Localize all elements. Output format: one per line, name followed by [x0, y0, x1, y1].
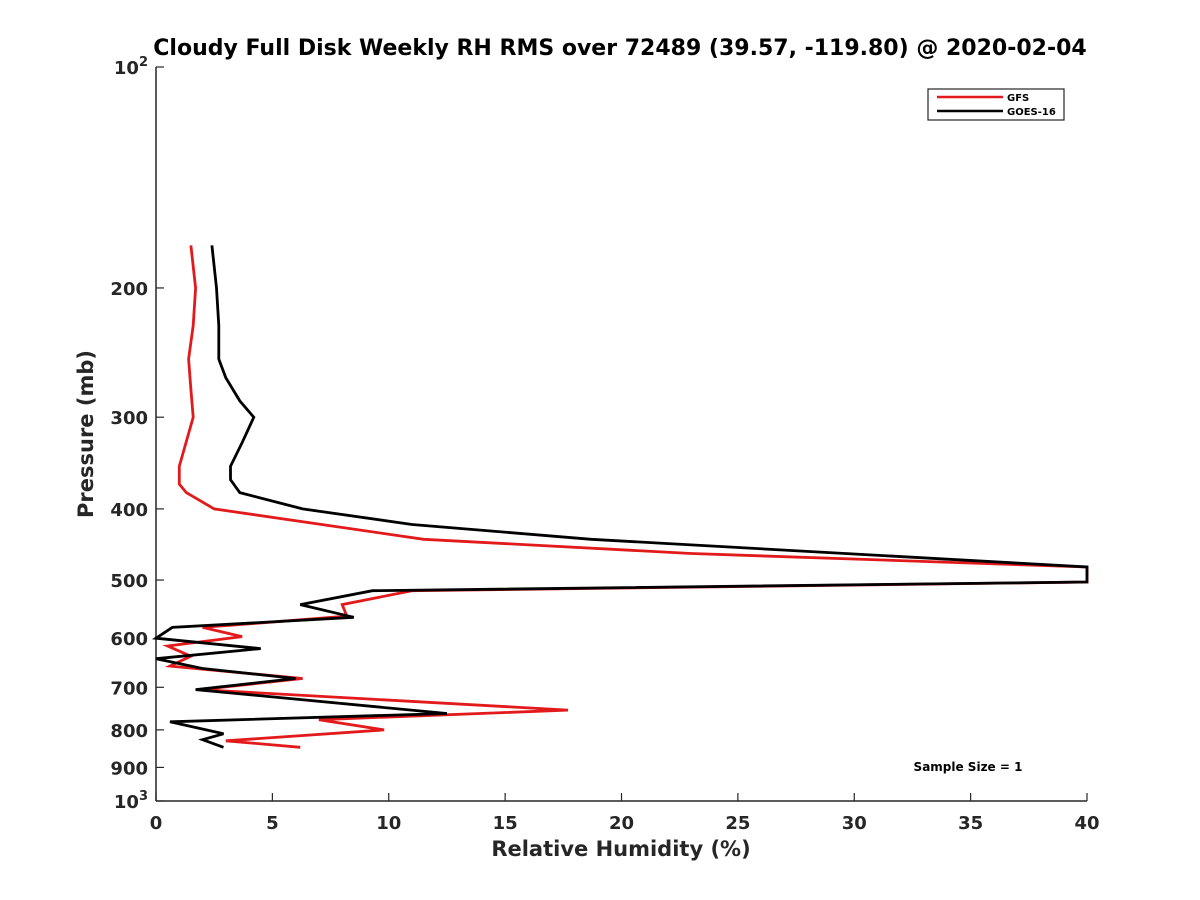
y-tick-label: 102 [114, 55, 148, 79]
x-tick-label: 0 [150, 813, 163, 834]
legend-box [927, 88, 1065, 121]
x-tick-label: 15 [493, 813, 518, 834]
y-tick-exponent: 3 [139, 789, 148, 804]
y-tick-exponent: 2 [139, 55, 148, 70]
series-line-gfs [162, 245, 1089, 749]
x-tick-label: 10 [376, 813, 401, 834]
y-tick-base: 10 [114, 58, 139, 79]
sample-size-annotation: Sample Size = 1 [914, 760, 1023, 774]
x-ticks: 0 5 10 15 20 25 30 35 40 [150, 793, 1100, 834]
y-tick-label: 200 [110, 279, 148, 300]
x-tick-label: 40 [1074, 813, 1099, 834]
y-tick-label: 103 [114, 789, 148, 813]
y-tick-label: 300 [110, 408, 148, 429]
y-axis-label: Pressure (mb) [74, 350, 98, 518]
series-layer [151, 245, 1089, 749]
x-tick-label: 20 [609, 813, 634, 834]
x-tick-label: 30 [842, 813, 867, 834]
y-tick-label: 700 [110, 678, 148, 699]
y-tick-label: 500 [110, 571, 148, 592]
legend-label-goes16: GOES-16 [1007, 107, 1056, 118]
legend: GFS GOES-16 [927, 88, 1065, 121]
legend-label-gfs: GFS [1007, 93, 1029, 104]
y-tick-label: 800 [110, 721, 148, 742]
x-tick-label: 35 [958, 813, 983, 834]
x-tick-label: 5 [266, 813, 279, 834]
y-tick-label: 600 [110, 629, 148, 650]
series-line-goes16 [151, 245, 1089, 749]
chart-title: Cloudy Full Disk Weekly RH RMS over 7248… [153, 36, 1086, 61]
y-tick-label: 400 [110, 500, 148, 521]
x-axis-label: Relative Humidity (%) [491, 837, 750, 861]
axes [155, 67, 1087, 802]
y-tick-label: 900 [110, 758, 148, 779]
x-tick-label: 25 [725, 813, 750, 834]
y-tick-base: 10 [114, 792, 139, 813]
